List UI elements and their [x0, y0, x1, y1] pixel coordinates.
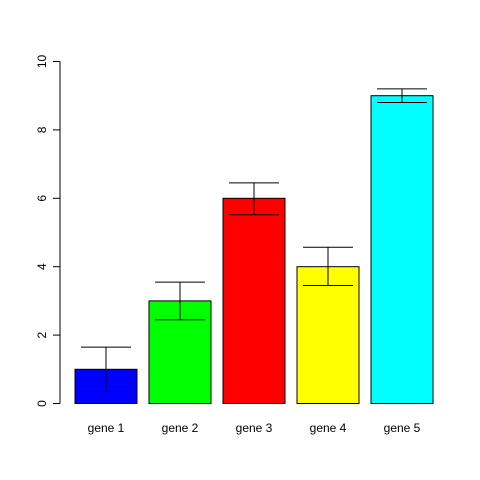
y-tick-label: 10	[35, 55, 49, 69]
bar-gene-3	[222, 197, 286, 404]
y-tick-label: 2	[35, 331, 49, 338]
x-category-label: gene 2	[162, 421, 199, 435]
y-tick-label: 8	[35, 126, 49, 133]
x-category-label: gene 4	[310, 421, 347, 435]
bars	[74, 95, 434, 405]
x-axis-labels: gene 1 gene 2 gene 3 gene 4 gene 5	[88, 421, 421, 435]
y-tick-label: 4	[35, 263, 49, 270]
bar-gene-5	[370, 95, 434, 404]
y-tick-label: 0	[35, 400, 49, 407]
y-axis: 0 2 4 6 8 10	[35, 55, 61, 407]
bar-gene-4	[296, 266, 360, 405]
x-category-label: gene 1	[88, 421, 125, 435]
y-tick-label: 6	[35, 195, 49, 202]
x-category-label: gene 3	[236, 421, 273, 435]
x-category-label: gene 5	[384, 421, 421, 435]
error-bars	[81, 88, 427, 393]
